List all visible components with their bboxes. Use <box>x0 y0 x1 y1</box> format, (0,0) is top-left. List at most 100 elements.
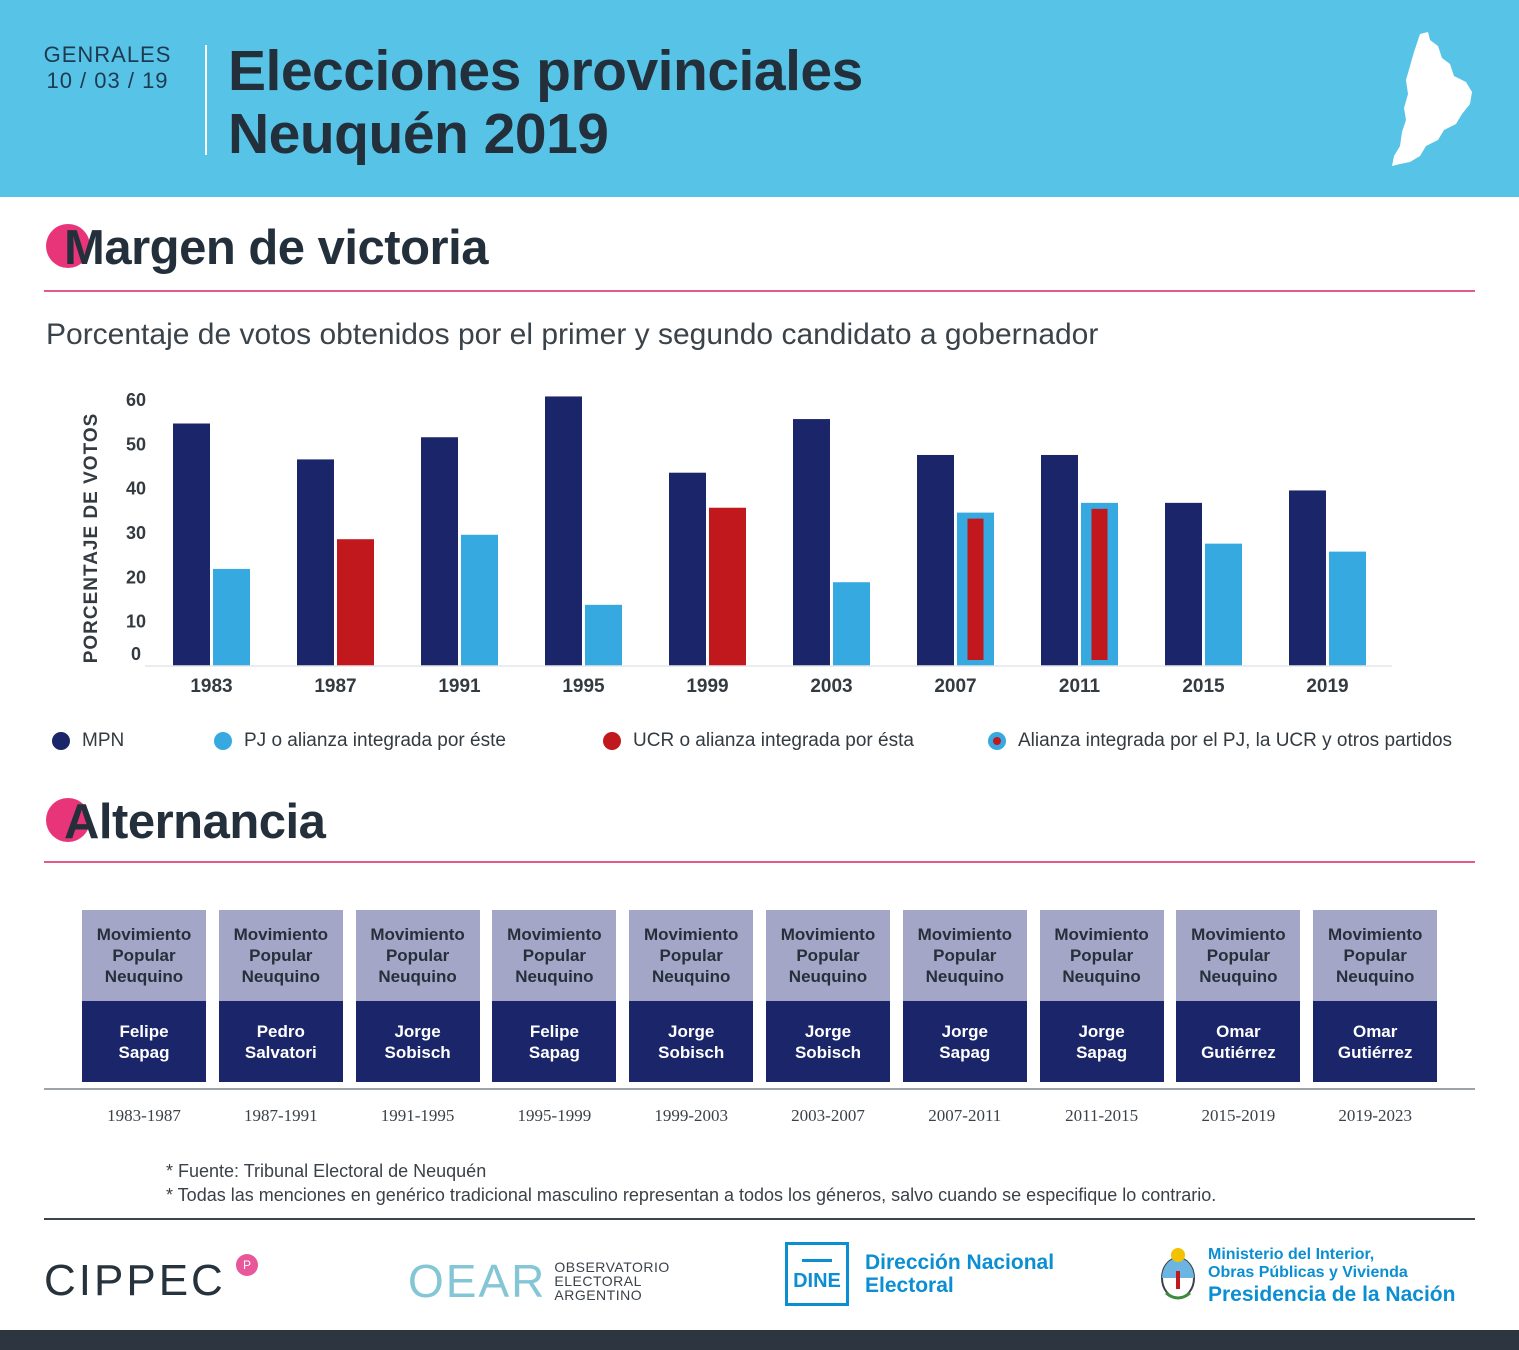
oear-wordmark: OEAR <box>408 1255 547 1307</box>
term-period: 1995-1999 <box>517 1106 592 1125</box>
footer-band <box>0 1330 1519 1350</box>
legend-label: PJ o alianza integrada por éste <box>244 730 506 751</box>
party-name: Movimiento Popular Neuquino <box>1039 910 1164 1001</box>
party-name: Movimiento Popular Neuquino <box>629 910 754 1001</box>
party-name: Movimiento Popular Neuquino <box>1176 910 1301 1001</box>
term-period: 2015-2019 <box>1201 1106 1276 1125</box>
bar-mpn-1983 <box>173 423 210 666</box>
page-title: Elecciones provinciales Neuquén 2019 <box>228 40 863 166</box>
bar-mpn-1987 <box>297 459 334 666</box>
governor-name: Jorge Sapag <box>1039 1001 1164 1082</box>
y-tick-label: 30 <box>126 523 146 543</box>
government-card: Movimiento Popular Neuquino Jorge Sapag <box>902 910 1027 1082</box>
bar-mpn-1995 <box>545 396 582 666</box>
legend-item-mpn: MPN <box>52 724 124 758</box>
party-name: Movimiento Popular Neuquino <box>902 910 1027 1001</box>
term-period: 1987-1991 <box>243 1106 318 1125</box>
bar-pj-2015 <box>1205 543 1242 666</box>
section-title-margin: Margen de victoria <box>64 221 488 275</box>
legend-label: Alianza integrada por el PJ, la UCR y ot… <box>1018 730 1453 751</box>
party-name: Movimiento Popular Neuquino <box>766 910 890 1001</box>
government-card: Movimiento Popular Neuquino Jorge Sobisch <box>355 910 480 1082</box>
footnote-source: * Fuente: Tribunal Electoral de Neuquén <box>166 1161 487 1181</box>
governor-name: Jorge Sobisch <box>355 1001 480 1082</box>
y-tick-label: 0 <box>131 644 141 664</box>
section-dot <box>46 798 90 842</box>
x-tick-label: 2015 <box>1182 676 1225 697</box>
governor-name: Jorge Sobisch <box>766 1001 890 1082</box>
government-card: Movimiento Popular Neuquino Felipe Sapag <box>82 910 206 1082</box>
cippec-mark-icon: P <box>236 1254 258 1276</box>
timeline-baseline <box>44 1088 1475 1090</box>
x-tick-label: 1991 <box>438 676 481 697</box>
neuquen-map-icon <box>1392 32 1472 166</box>
bar-alianza-inner-2007 <box>967 518 984 660</box>
bar-ucr-1987 <box>337 539 374 666</box>
oear-line-3: ARGENTINO <box>554 1287 643 1303</box>
governor-name: Felipe Sapag <box>82 1001 206 1082</box>
governor-name: Felipe Sapag <box>492 1001 617 1082</box>
legend-item-ucr: UCR o alianza integrada por ésta <box>603 724 914 758</box>
y-tick-label: 40 <box>126 479 146 499</box>
footer-rule <box>44 1218 1475 1220</box>
y-tick-label: 50 <box>126 434 146 454</box>
legend-label: UCR o alianza integrada por ésta <box>633 730 914 751</box>
section-title-alternation: Alternancia <box>64 795 326 849</box>
party-name: Movimiento Popular Neuquino <box>355 910 480 1001</box>
governor-timeline: Movimiento Popular Neuquino Felipe Sapag M… <box>0 910 1519 1082</box>
section-rule <box>44 861 1475 863</box>
oear-line-2: ELECTORAL <box>554 1273 642 1289</box>
term-period: 2003-2007 <box>791 1106 865 1125</box>
term-period: 1991-1995 <box>380 1106 455 1125</box>
oear-logo: OEAR OBSERVATORIO ELECTORAL ARGENTINO <box>408 1255 670 1307</box>
governor-name: Jorge Sobisch <box>629 1001 754 1082</box>
chart-legend: MPN PJ o alianza integrada por éste UCR o … <box>0 724 1519 758</box>
term-period: 1999-2003 <box>654 1106 729 1125</box>
title-line-1: Elecciones provinciales <box>228 39 863 103</box>
x-tick-label: 1999 <box>686 676 728 697</box>
governor-name: Pedro Salvatori <box>218 1001 343 1082</box>
chart-title: Porcentaje de votos obtenidos por el pri… <box>46 318 1099 351</box>
x-tick-label: 1995 <box>562 676 605 697</box>
bar-mpn-2015 <box>1165 502 1202 666</box>
section-rule <box>44 290 1475 292</box>
dine-name: Dirección Nacional Electoral <box>865 1251 1054 1297</box>
eyebrow-date: 10 / 03 / 19 <box>46 68 169 93</box>
x-tick-label: 1983 <box>190 676 232 697</box>
bar-pj-1983 <box>213 568 250 666</box>
title-line-2: Neuquén 2019 <box>228 102 609 166</box>
governor-name: Omar Gutiérrez <box>1176 1001 1301 1082</box>
government-card: Movimiento Popular Neuquino Jorge Sapag <box>1039 910 1164 1082</box>
ministry-line-1: Ministerio del Interior, <box>1208 1245 1375 1263</box>
legend-swatch-ucr <box>603 732 621 750</box>
dine-line-2: Electoral <box>865 1274 954 1297</box>
bar-pj-1995 <box>585 604 622 666</box>
ministry-line-3: Presidencia de la Nación <box>1208 1282 1456 1306</box>
election-date: GENRALES 10 / 03 / 19 <box>30 42 185 94</box>
term-period: 2019-2023 <box>1338 1106 1413 1125</box>
coat-of-arms-icon <box>1161 1248 1195 1300</box>
government-card: Movimiento Popular Neuquino Omar Gutiérre… <box>1313 910 1438 1082</box>
oear-line-1: OBSERVATORIO <box>554 1259 670 1275</box>
cippec-wordmark: CIPPEC <box>44 1256 226 1305</box>
cippec-logo: CIPPEC P <box>44 1254 258 1306</box>
vote-share-bar-chart: 60 50 40 30 20 10 0 1983 1987 1991 1995 1999 2003 20… <box>81 390 1392 697</box>
footnote-gender: * Todas las menciones en genérico tradic… <box>166 1185 1217 1205</box>
bar-mpn-2019 <box>1289 490 1326 666</box>
oear-subtitle: OBSERVATORIO ELECTORAL ARGENTINO <box>554 1260 669 1302</box>
governor-name: Jorge Sapag <box>902 1001 1027 1082</box>
y-tick-label: 20 <box>126 567 146 587</box>
bar-mpn-2007 <box>917 454 954 666</box>
government-card: Movimiento Popular Neuquino Pedro Salvato… <box>218 910 343 1082</box>
party-name: Movimiento Popular Neuquino <box>492 910 617 1001</box>
ministry-line-2: Obras Públicas y Vivienda <box>1208 1263 1408 1281</box>
term-period: 2011-2015 <box>1065 1106 1139 1125</box>
bar-pj-2003 <box>833 582 870 666</box>
legend-swatch-mpn <box>52 732 70 750</box>
government-card: Movimiento Popular Neuquino Jorge Sobisch <box>766 910 890 1082</box>
dine-box-icon: DINE <box>785 1242 849 1306</box>
bar-pj-1991 <box>461 534 498 666</box>
governor-name: Omar Gutiérrez <box>1313 1001 1438 1082</box>
legend-swatch-alianza <box>988 732 1006 750</box>
legend-item-alianza: Alianza integrada por el PJ, la UCR y ot… <box>988 724 1452 758</box>
